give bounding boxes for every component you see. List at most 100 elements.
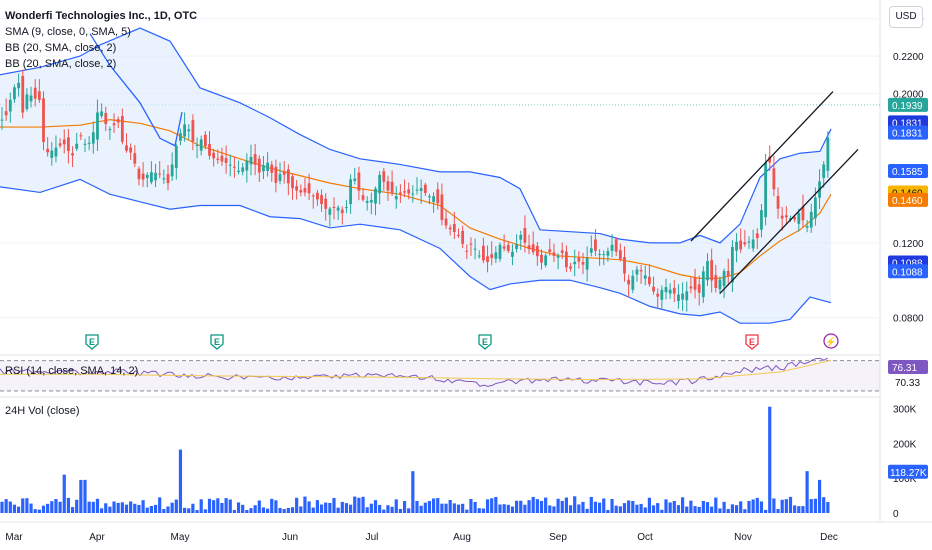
candle-body [75,143,79,149]
candle-body [369,200,373,203]
volume-value-box [888,464,928,479]
volume-bar [805,471,809,513]
volume-bar [477,508,481,513]
volume-bar [585,508,589,513]
candle-body [768,156,772,163]
candle-body [407,189,411,194]
volume-bar [295,497,299,513]
volume-bar [643,507,647,513]
candle-body [494,252,498,259]
volume-bar [610,499,614,513]
volume-bar [813,498,817,513]
volume-bar [116,502,120,513]
volume-bar [606,509,610,513]
volume-bar [556,498,560,513]
volume-bar [743,509,747,513]
volume-bar [0,501,4,513]
volume-bar [158,497,162,513]
candle-body [718,279,722,290]
rsi-value-box [888,360,928,374]
candle-body [195,144,199,146]
candle-body [311,195,315,197]
candle-body [212,152,216,159]
candle-body [112,123,116,126]
candle-body [349,179,352,205]
volume-bar [145,507,149,513]
candle-body [448,227,452,230]
currency-button[interactable]: USD [889,6,923,28]
volume-bar [826,501,830,513]
price-tick-label: 0.2200 [893,52,924,63]
sma-line [89,33,183,147]
volume-bar [162,509,166,513]
volume-bar [664,499,668,513]
price-label-bb_basis_b: 0.1460 [892,196,923,207]
candle-body [262,165,265,172]
volume-bars-group [0,406,830,513]
volume-bar [676,505,681,513]
volume-bar [241,504,245,513]
candle-body [357,172,361,191]
volume-bar [411,471,415,513]
volume-bar [423,502,427,513]
volume-bar [485,499,490,513]
volume-bar [357,497,361,513]
volume-bar [419,505,423,513]
volume-tick-label: 200K [893,439,917,450]
volume-bar [361,496,365,513]
candle-body [295,186,299,191]
volume-bar [245,509,249,513]
price-label-last_close: 0.1939 [892,101,923,112]
volume-bar [12,504,17,513]
volume-bar [46,503,50,513]
volume-bar [602,498,606,513]
volume-bar [261,507,266,513]
volume-bar [199,499,203,513]
time-axis-label: Aug [453,532,471,543]
volume-bar [564,497,568,513]
candle-body [589,248,593,253]
candle-body [465,250,469,252]
volume-bar [730,504,734,513]
volume-bar [705,502,710,513]
candle-body [137,168,141,180]
volume-pane-label[interactable]: 24H Vol (close) [5,405,80,417]
volume-bar [436,498,440,513]
volume-bar [494,496,498,513]
candle-body [760,210,763,230]
volume-bar [519,500,523,513]
volume-bar [41,505,46,513]
indicator-bb-1[interactable]: BB (20, SMA, close, 2) [5,42,117,54]
candle-body [540,254,543,263]
volume-bar [236,502,241,513]
candle-body [378,174,382,194]
candle-body [37,91,41,100]
candle-body [473,248,477,250]
time-axis-label: Sep [549,532,567,543]
rsi-pane-label[interactable]: RSI (14, close, SMA, 14, 2) [5,365,139,377]
price-label-sma_a: 0.1831 [892,118,923,129]
candle-body [79,135,83,137]
candle-body [648,276,651,285]
price-label-box [888,97,928,112]
candle-body [183,124,186,137]
candle-body [191,120,195,142]
volume-bar [319,504,324,513]
candle-body [755,233,759,239]
candle-body [652,286,655,292]
candle-body [751,239,755,249]
candle-body [29,95,33,102]
indicator-bb-2[interactable]: BB (20, SMA, close, 2) [5,58,117,70]
candle-body [203,134,207,147]
time-axis-label: May [171,532,190,543]
volume-bar [170,502,174,513]
time-axis-label: Dec [820,532,838,543]
candle-body [565,251,568,268]
candle-body [274,166,278,183]
volume-bar [178,449,183,513]
volume-bar [776,509,780,513]
volume-bar [627,500,631,513]
candle-body [58,143,62,146]
indicator-sma[interactable]: SMA (9, close, 0, SMA, 5) [5,26,131,38]
